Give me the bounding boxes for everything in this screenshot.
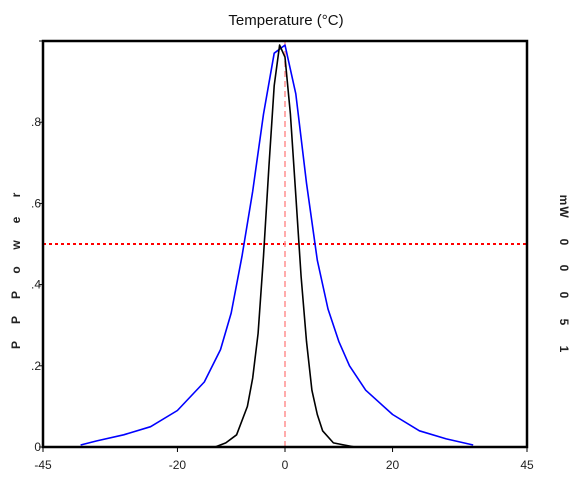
right-label-char: W [557,206,571,218]
reference-lines [43,41,527,447]
series-line-1 [80,44,474,446]
right-axis-label: mW 0 0 0 5 1 [557,195,571,353]
y-tick-label: .2 [31,359,41,373]
right-label-char: 0 [557,239,571,246]
right-label-char: 5 [557,319,571,326]
axis-ticks: -45 -20 0 20 45 0 .2 .4 .6 .8 [31,40,534,472]
right-label-char: 1 [557,346,571,353]
chart-title: Temperature (°C) [228,12,343,29]
left-axis-label: P P Po w e r [9,192,23,349]
x-tick-label: 0 [282,458,289,472]
right-label-char: m [557,195,571,206]
right-label-char: 0 [557,292,571,299]
x-tick-label: 20 [386,458,400,472]
right-label-char: 0 [557,265,571,272]
y-tick-label: .8 [31,115,41,129]
left-label-char: P [9,316,23,324]
left-label-char: w [9,240,23,251]
x-tick-label: 45 [520,458,534,472]
left-label-char: P [9,341,23,349]
x-tick-label: -45 [34,458,52,472]
x-tick-label: -20 [169,458,187,472]
y-tick-label: 0 [34,440,41,454]
left-label-char: r [9,192,23,197]
left-label-char: o [9,266,23,273]
series-group [80,44,474,448]
y-tick-label: .6 [31,196,41,210]
y-tick-label: .4 [31,278,41,292]
left-label-char: e [9,216,23,223]
series-line-2 [214,44,356,448]
left-label-char: P [9,291,23,299]
